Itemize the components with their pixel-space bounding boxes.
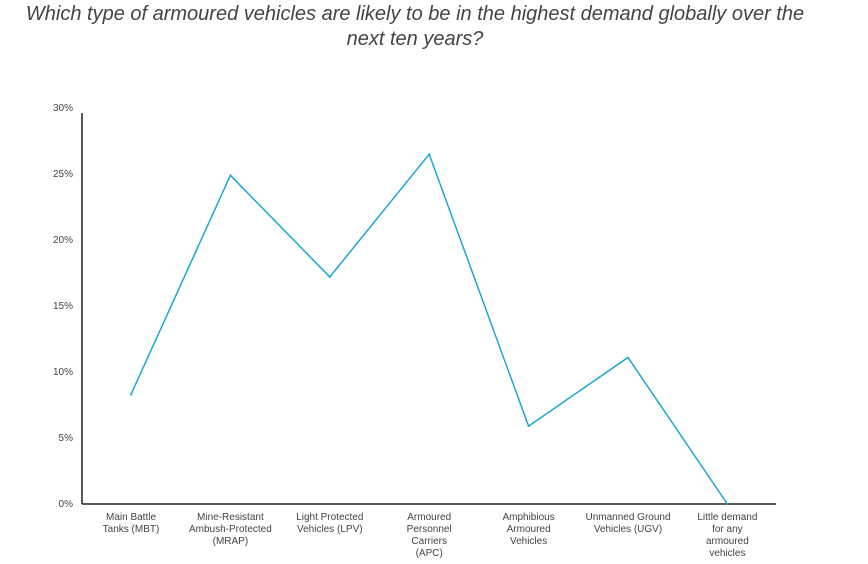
y-tick-label: 15% [53,301,73,312]
x-tick-label: Mine-Resistant Ambush-Protected (MRAP) [188,512,272,547]
chart-title: Which type of armoured vehicles are like… [25,3,805,50]
data-point [229,174,232,177]
y-tick-label: 5% [59,433,74,444]
x-tick-label: Main Battle Tanks (MBT) [102,512,160,535]
x-tick-label: Little demand for any armoured vehicles [697,512,758,559]
y-tick-label: 30% [53,103,73,114]
x-tick-label: Unmanned Ground Vehicles (UGV) [585,512,671,535]
x-tick-label: Armoured Personnel Carriers (APC) [406,512,452,559]
data-point [627,356,629,359]
x-tick-label: Light Protected Vehicles (LPV) [296,512,364,535]
series-line [130,152,729,505]
data-point [328,275,331,278]
y-tick-label: 20% [53,235,73,246]
y-tick-labels: 0% 5% 10% 15% 20% 25% 30% [53,103,73,510]
data-point [130,393,132,396]
data-points [130,153,729,505]
x-tick-label: Amphibious Armoured Vehicles [502,512,555,547]
y-tick-label: 25% [53,169,73,180]
data-point [527,425,530,428]
data-point [428,153,431,156]
y-tick-label: 0% [59,499,74,510]
y-tick-label: 10% [53,367,73,378]
data-point [726,503,729,505]
